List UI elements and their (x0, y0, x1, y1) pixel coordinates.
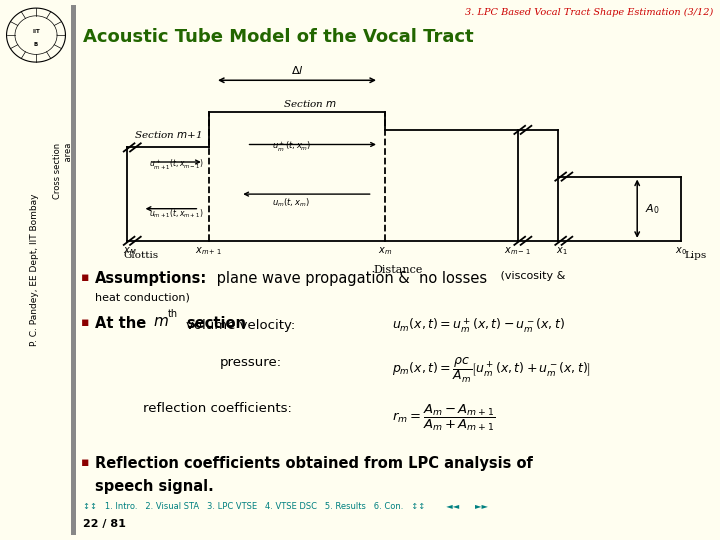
Text: P. C. Pandey, EE Dept, IIT Bombay: P. C. Pandey, EE Dept, IIT Bombay (30, 194, 39, 346)
Text: $x_1$: $x_1$ (556, 246, 567, 257)
Text: th: th (168, 309, 178, 320)
Text: volume velocity:: volume velocity: (186, 319, 295, 332)
Text: $x_M$: $x_M$ (123, 246, 137, 257)
Text: Glottis: Glottis (124, 251, 159, 260)
Text: $x_{m+1}$: $x_{m+1}$ (195, 246, 222, 257)
Text: $p_m(x,t)=\dfrac{\rho c}{A_m}\left[u^+_m(x,t)+u^-_m(x,t)\right]$: $p_m(x,t)=\dfrac{\rho c}{A_m}\left[u^+_m… (392, 356, 592, 386)
Text: Reflection coefficients obtained from LPC analysis of: Reflection coefficients obtained from LP… (95, 456, 533, 471)
Text: 22 / 81: 22 / 81 (83, 519, 126, 530)
Text: Lips: Lips (685, 251, 707, 260)
Text: $m$: $m$ (153, 314, 169, 329)
Text: $u_{m+1}(t,x_{m+1})$: $u_{m+1}(t,x_{m+1})$ (149, 208, 203, 220)
Text: ↕↕   1. Intro.   2. Visual STA   3. LPC VTSE   4. VTSE DSC   5. Results   6. Con: ↕↕ 1. Intro. 2. Visual STA 3. LPC VTSE 4… (83, 502, 488, 511)
Text: speech signal.: speech signal. (95, 479, 214, 494)
Text: pressure:: pressure: (220, 356, 282, 369)
Text: B: B (34, 42, 38, 47)
Text: $\Delta l$: $\Delta l$ (291, 64, 303, 76)
Text: Section $m$+1: Section $m$+1 (134, 130, 202, 140)
Text: 3. LPC Based Vocal Tract Shape Estimation (3/12): 3. LPC Based Vocal Tract Shape Estimatio… (464, 8, 713, 17)
Text: At the: At the (95, 316, 151, 331)
Text: $x_0$: $x_0$ (675, 246, 688, 257)
Text: Cross section
    area: Cross section area (53, 143, 73, 199)
Text: $x_{m-1}$: $x_{m-1}$ (504, 246, 531, 257)
Text: Section $m$: Section $m$ (282, 98, 337, 110)
Text: Assumptions:: Assumptions: (95, 271, 207, 286)
Text: ▪: ▪ (81, 271, 90, 284)
Text: section: section (186, 316, 246, 331)
Text: $x_m$: $x_m$ (378, 246, 392, 257)
Text: $A_0$: $A_0$ (645, 202, 660, 215)
Text: $u_m(t,x_m)$: $u_m(t,x_m)$ (272, 196, 310, 208)
Text: ▪: ▪ (81, 456, 90, 469)
Text: reflection coefficients:: reflection coefficients: (143, 402, 292, 415)
Text: $u^+_{m+1}(t,x_{m-1})$: $u^+_{m+1}(t,x_{m-1})$ (149, 158, 203, 172)
Text: heat conduction): heat conduction) (95, 293, 190, 303)
Text: Distance: Distance (373, 265, 423, 275)
Text: $r_m=\dfrac{A_m-A_{m+1}}{A_m+A_{m+1}}$: $r_m=\dfrac{A_m-A_{m+1}}{A_m+A_{m+1}}$ (392, 402, 496, 433)
Text: $u_m(x,t)=u^+_m(x,t)-u^-_m(x,t)$: $u_m(x,t)=u^+_m(x,t)-u^-_m(x,t)$ (392, 316, 565, 335)
Text: ▪: ▪ (81, 316, 90, 329)
Text: IIT: IIT (32, 29, 40, 35)
Text: (viscosity &: (viscosity & (497, 271, 565, 281)
Text: $u^+_m(t,x_m)$: $u^+_m(t,x_m)$ (272, 140, 311, 154)
Text: Acoustic Tube Model of the Vocal Tract: Acoustic Tube Model of the Vocal Tract (83, 28, 474, 46)
Text: plane wave propagation &  no losses: plane wave propagation & no losses (212, 271, 487, 286)
